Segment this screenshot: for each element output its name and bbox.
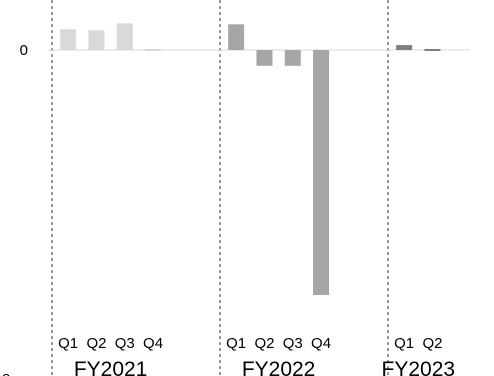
x-tick-label-fy2021-q3: Q3 (115, 335, 135, 352)
group-label-fy2023: FY2023 (382, 358, 456, 376)
x-tick-label-fy2022-q2: Q2 (254, 335, 274, 352)
bar-fy2022-q2 (256, 50, 273, 66)
edge-label-left: o (2, 369, 10, 376)
group-label-fy2022: FY2022 (242, 358, 316, 376)
bar-fy2023-q2 (424, 49, 441, 51)
x-tick-label-fy2022-q3: Q3 (283, 335, 303, 352)
x-tick-label-fy2021-q1: Q1 (58, 335, 78, 352)
group-separators (51, 0, 389, 376)
group-label-fy2021: FY2021 (74, 358, 148, 376)
bar-fy2022-q3 (284, 50, 301, 66)
bar-fy2023-q1 (396, 45, 413, 50)
x-tick-label-fy2023-q1: Q1 (394, 335, 414, 352)
x-tick-label-fy2023-q2: Q2 (422, 335, 442, 352)
group-labels: FY2021 FY2022 FY2023 (74, 358, 455, 376)
bar-fy2021-q1 (60, 29, 77, 50)
bar-fy2022-q4 (313, 50, 330, 295)
x-tick-label-fy2022-q4: Q4 (311, 335, 331, 352)
bar-fy2021-q2 (88, 30, 105, 50)
x-tick-label-fy2022-q1: Q1 (226, 335, 246, 352)
bar-fy2022-q1 (228, 24, 245, 50)
bar-fy2021-q4 (145, 49, 162, 51)
x-tick-labels: Q1 Q2 Q3 Q4 Q1 Q2 Q3 Q4 Q1 Q2 (58, 335, 442, 352)
y-tick-label-zero: 0 (20, 42, 28, 59)
x-tick-label-fy2021-q4: Q4 (143, 335, 163, 352)
x-tick-label-fy2021-q2: Q2 (86, 335, 106, 352)
bars (60, 23, 441, 295)
bar-fy2021-q3 (116, 23, 133, 50)
